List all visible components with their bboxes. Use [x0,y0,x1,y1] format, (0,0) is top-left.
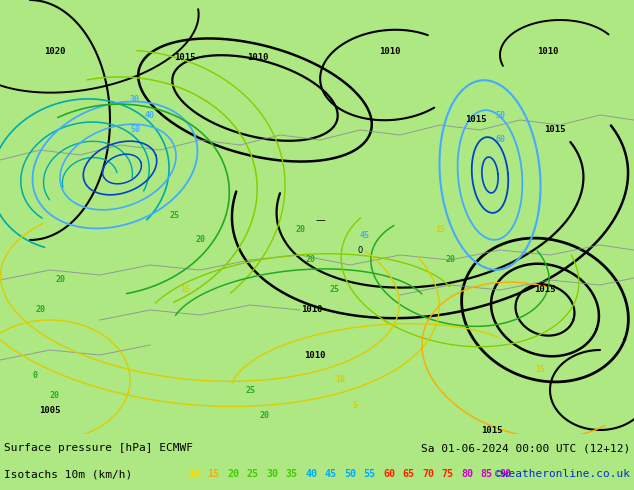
Text: 1015: 1015 [534,286,556,294]
Text: 0: 0 [32,370,37,379]
Text: 40: 40 [305,469,317,479]
Text: 20: 20 [260,411,270,419]
Text: 1010: 1010 [304,350,326,360]
Text: 20: 20 [35,305,45,315]
Text: Surface pressure [hPa] ECMWF: Surface pressure [hPa] ECMWF [4,443,193,453]
Text: 90: 90 [500,469,512,479]
Text: 70: 70 [422,469,434,479]
Text: 20: 20 [50,391,60,399]
Text: 20: 20 [305,255,315,265]
Text: 25: 25 [247,469,259,479]
Text: 60: 60 [495,136,505,145]
Text: Sa 01-06-2024 00:00 UTC (12+12): Sa 01-06-2024 00:00 UTC (12+12) [421,443,630,453]
Text: 10: 10 [335,375,345,385]
Text: 20: 20 [55,275,65,285]
Text: 60: 60 [383,469,395,479]
Text: 45: 45 [360,230,370,240]
Text: 1010: 1010 [537,48,559,56]
Text: —: — [315,215,325,225]
Text: 45: 45 [325,469,337,479]
Text: 30: 30 [130,96,140,104]
Text: 50: 50 [344,469,356,479]
Text: 15: 15 [207,469,219,479]
Text: 20: 20 [227,469,239,479]
Text: Isotachs 10m (km/h): Isotachs 10m (km/h) [4,469,133,479]
Text: 1010: 1010 [301,305,323,315]
Text: 55: 55 [363,469,375,479]
Text: 1015: 1015 [465,116,487,124]
Text: 1005: 1005 [39,406,61,415]
Text: 50: 50 [495,111,505,120]
Text: 1015: 1015 [174,53,196,63]
Text: 15: 15 [435,225,445,235]
Text: 25: 25 [330,286,340,294]
Text: 25: 25 [245,386,255,394]
Text: 15: 15 [535,366,545,374]
Text: 80: 80 [461,469,473,479]
Text: 20: 20 [445,255,455,265]
Text: 65: 65 [403,469,415,479]
Text: 15: 15 [180,286,190,294]
Text: 85: 85 [481,469,493,479]
Text: 75: 75 [441,469,453,479]
Text: 1010: 1010 [379,48,401,56]
Text: 25: 25 [170,211,180,220]
Text: 20: 20 [195,236,205,245]
Text: 5: 5 [353,400,358,410]
Text: 0: 0 [358,245,363,254]
Text: ©weatheronline.co.uk: ©weatheronline.co.uk [495,469,630,479]
Text: 50: 50 [130,125,140,134]
Text: 1020: 1020 [44,48,66,56]
Text: 10: 10 [188,469,200,479]
Text: 1010: 1010 [247,53,269,63]
Text: 40: 40 [145,111,155,120]
Text: 1015: 1015 [544,125,566,134]
Text: 20: 20 [295,225,305,235]
Text: 30: 30 [266,469,278,479]
Text: 35: 35 [285,469,297,479]
Text: 1015: 1015 [481,425,503,435]
